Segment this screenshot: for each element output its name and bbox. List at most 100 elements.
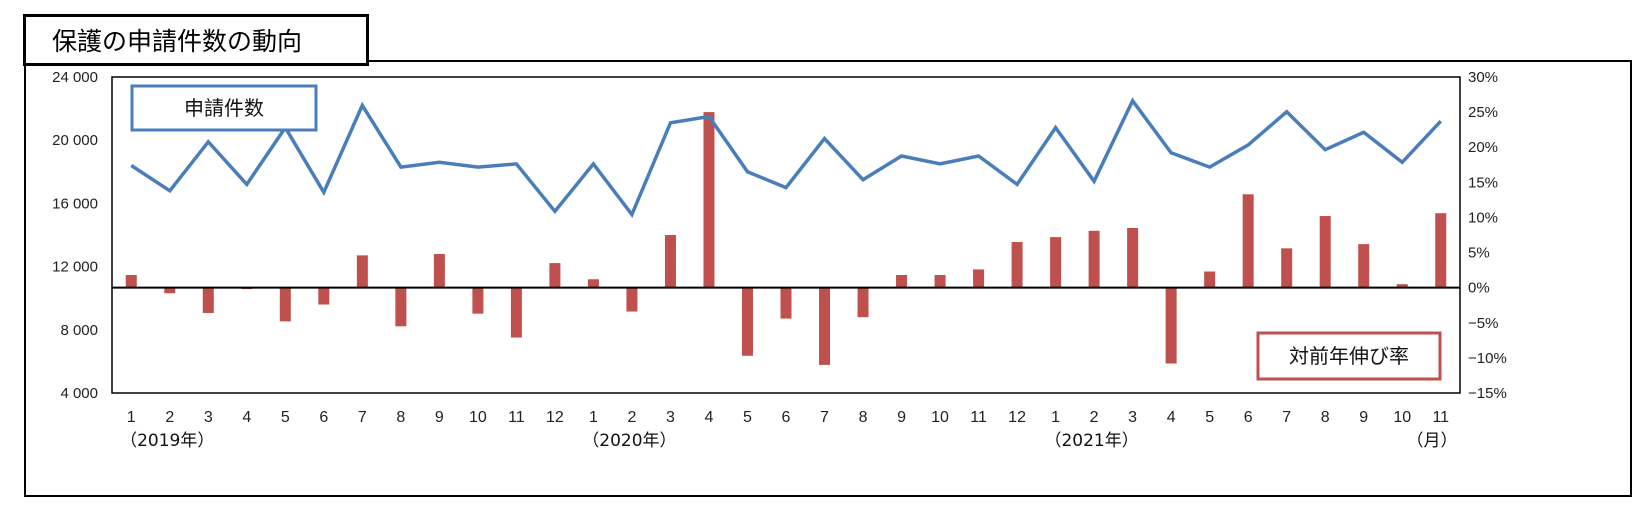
growth-rate-bar	[433, 253, 445, 288]
growth-rate-bar	[1011, 242, 1023, 288]
month-label: 3	[204, 409, 213, 426]
legend-line-label: 申請件数	[184, 96, 264, 120]
month-label: 10	[931, 409, 949, 426]
month-label: 10	[1393, 409, 1411, 426]
right-axis-tick-label: −10%	[1468, 350, 1507, 367]
growth-rate-bar	[626, 287, 638, 312]
growth-rate-bar	[857, 287, 869, 318]
growth-rate-bar	[1127, 227, 1139, 288]
right-axis-tick-label: 15%	[1468, 174, 1498, 191]
right-axis-tick-label: 0%	[1468, 280, 1490, 297]
month-label: 5	[281, 409, 290, 426]
right-axis-tick-label: 5%	[1468, 245, 1490, 262]
growth-rate-bar	[279, 287, 291, 322]
year-label: （2019年）	[120, 431, 214, 451]
growth-rate-bar	[741, 287, 753, 356]
right-axis-tick-label: −5%	[1468, 315, 1498, 332]
growth-rate-bar	[934, 275, 946, 288]
growth-rate-bar	[318, 287, 330, 305]
month-label: 7	[1282, 409, 1291, 426]
month-label: 1	[127, 409, 136, 426]
month-label: 9	[435, 409, 444, 426]
month-label: 8	[396, 409, 405, 426]
month-label: 5	[1205, 409, 1214, 426]
application-count-line	[130, 97, 1442, 218]
growth-rate-bar	[1396, 284, 1408, 288]
month-label: 6	[319, 409, 328, 426]
chart-title: 保護の申請件数の動向	[23, 14, 369, 66]
growth-rate-bar	[356, 255, 368, 288]
growth-rate-bar	[1319, 216, 1331, 288]
growth-rate-bar	[1204, 271, 1216, 288]
left-axis-tick-label: 20 000	[52, 132, 98, 149]
growth-rate-bar	[973, 269, 985, 288]
year-label: （2021年）	[1044, 431, 1138, 451]
chart-frame	[24, 60, 1632, 497]
month-label: 4	[242, 409, 251, 426]
right-axis-tick-label: 25%	[1468, 104, 1498, 121]
growth-rate-bar	[1088, 230, 1100, 288]
month-label: 10	[469, 409, 487, 426]
month-label: 11	[1432, 409, 1449, 426]
month-label: 12	[1008, 409, 1026, 426]
month-label: 9	[897, 409, 906, 426]
month-label: 1	[589, 409, 598, 426]
growth-rate-bar	[510, 287, 522, 338]
growth-rate-bar	[125, 275, 137, 288]
month-label: 2	[627, 409, 636, 426]
x-axis-unit: （月）	[1407, 431, 1458, 451]
right-axis-tick-label: −15%	[1468, 385, 1507, 402]
right-axis-tick-label: 30%	[1468, 69, 1498, 86]
left-axis-tick-label: 24 000	[52, 69, 98, 86]
left-axis-tick-label: 8 000	[60, 322, 98, 339]
growth-rate-bar	[202, 287, 214, 313]
right-axis-tick-label: 20%	[1468, 139, 1498, 156]
legend-line-box: 申請件数	[130, 84, 318, 132]
month-label: 2	[1090, 409, 1099, 426]
left-axis-ticks: 4 000 8 000 12 000 16 000 20 000 24 000	[52, 69, 98, 402]
growth-rate-bar	[395, 287, 407, 327]
growth-rate-bar	[703, 112, 715, 288]
month-labels: 1 2 3 4 5 6 7 8 9 10 11 12 1 2 3 4 5 6 7 8 9 10 11 12 1 2 3 4 5 6 7 8 9 1…	[127, 409, 1449, 426]
plot-area	[111, 76, 1461, 394]
month-label: 1	[1051, 409, 1060, 426]
month-label: 7	[358, 409, 367, 426]
growth-rate-bar	[587, 279, 599, 288]
year-labels: （2019年） （2020年） （2021年）	[120, 431, 1139, 451]
month-label: 11	[508, 409, 525, 426]
legend-bar-box: 対前年伸び率	[1256, 331, 1442, 381]
month-label: 6	[782, 409, 791, 426]
month-label: 8	[1321, 409, 1330, 426]
growth-rate-bars	[125, 112, 1447, 365]
growth-rate-bar	[1165, 287, 1177, 364]
growth-rate-bar	[472, 287, 484, 314]
month-label: 4	[1167, 409, 1176, 426]
left-axis-tick-label: 4 000	[60, 385, 98, 402]
month-label: 7	[820, 409, 829, 426]
legend-bar-label: 対前年伸び率	[1289, 344, 1409, 368]
month-label: 3	[666, 409, 675, 426]
growth-rate-bar	[1050, 237, 1062, 288]
month-label: 2	[165, 409, 174, 426]
growth-rate-bar	[1358, 244, 1370, 288]
growth-rate-bar	[1435, 213, 1447, 288]
growth-rate-bar	[1281, 248, 1293, 288]
month-label: 11	[970, 409, 987, 426]
left-axis-tick-label: 12 000	[52, 259, 98, 276]
month-label: 4	[705, 409, 714, 426]
year-label: （2020年）	[582, 431, 676, 451]
month-label: 9	[1359, 409, 1368, 426]
left-axis-tick-label: 16 000	[52, 195, 98, 212]
month-label: 6	[1244, 409, 1253, 426]
month-label: 3	[1128, 409, 1137, 426]
growth-rate-bar	[780, 287, 792, 319]
growth-rate-bar	[549, 263, 561, 288]
growth-rate-bar	[164, 287, 176, 294]
month-label: 12	[546, 409, 564, 426]
month-label: 8	[859, 409, 868, 426]
right-axis-tick-label: 10%	[1468, 209, 1498, 226]
right-axis-ticks: −15% −10% −5% 0% 5% 10% 15% 20% 25% 30%	[1468, 69, 1507, 402]
growth-rate-bar	[664, 235, 676, 288]
month-label: 5	[743, 409, 752, 426]
